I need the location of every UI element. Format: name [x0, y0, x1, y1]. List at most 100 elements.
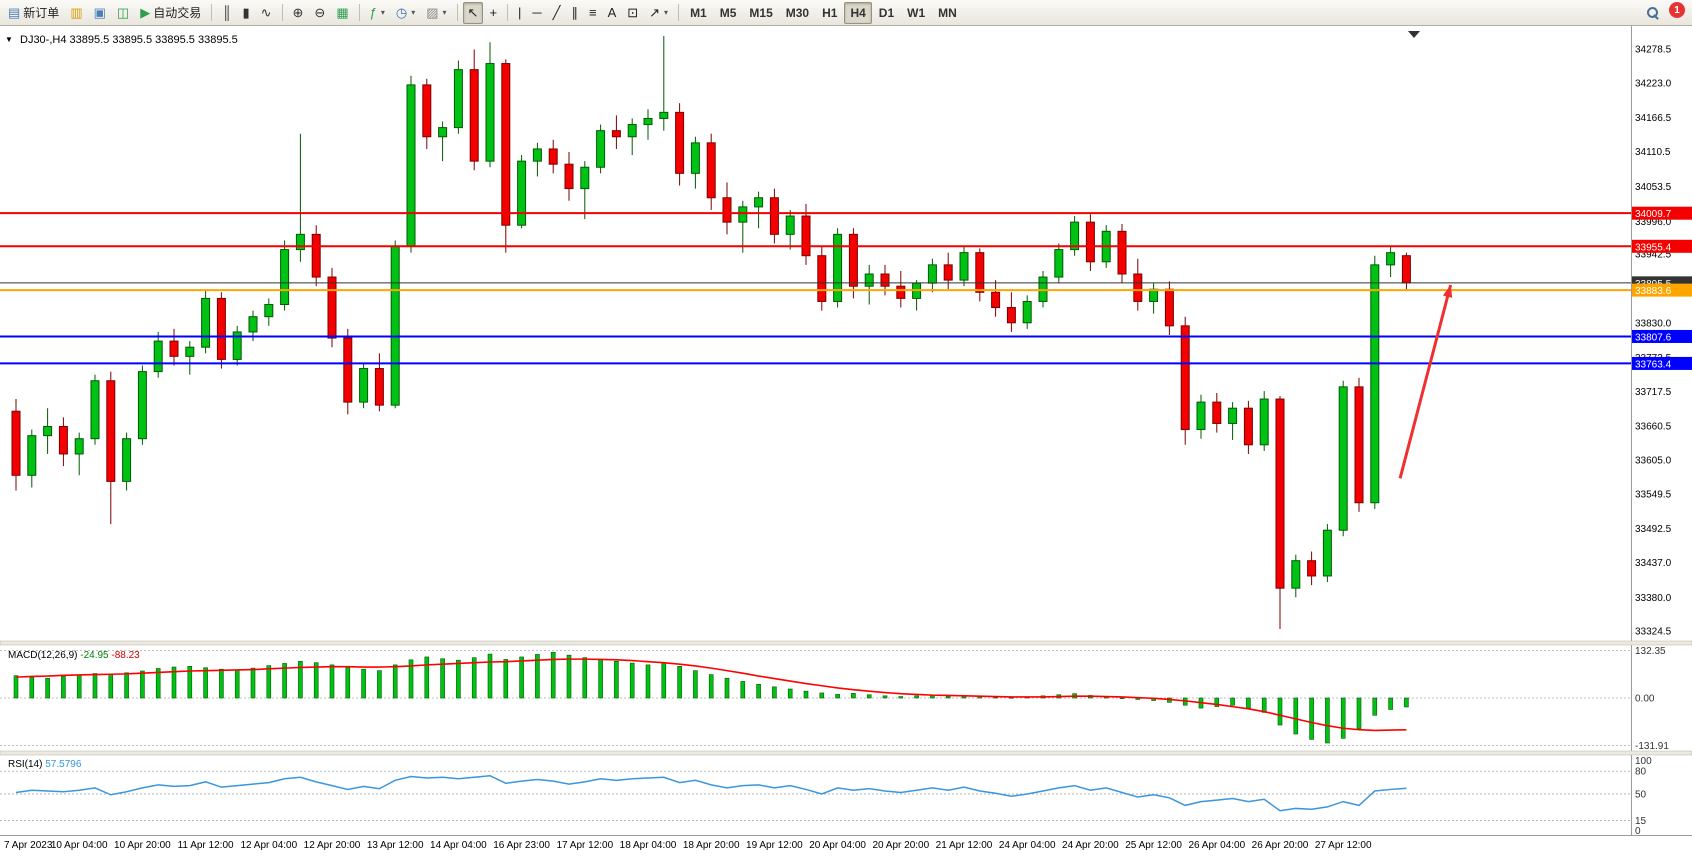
macd-label: MACD(12,26,9) -24.95 -88.23 [8, 650, 140, 661]
macd-axis-label: -131.91 [1635, 741, 1669, 752]
text-button[interactable]: A [603, 2, 622, 24]
candle [327, 267, 337, 348]
periods-button[interactable]: ◷ ▾ [391, 2, 420, 24]
arrows-button[interactable]: ↗ ▾ [644, 2, 673, 24]
vertical-line-button[interactable]: | [513, 2, 526, 24]
panel-separator[interactable] [0, 640, 1692, 646]
new-order-button[interactable]: ▤ 新订单 [3, 2, 64, 24]
time-tick-label: 7 Apr 2023 [4, 840, 53, 851]
time-tick-label: 16 Apr 23:00 [493, 840, 550, 851]
time-tick-label: 10 Apr 20:00 [114, 840, 171, 851]
price-tick-label: 33549.5 [1635, 489, 1672, 500]
rsi-line [15, 774, 1407, 812]
candle [422, 78, 432, 149]
macd-histogram [13, 651, 1409, 744]
time-tick-label: 26 Apr 04:00 [1188, 840, 1245, 851]
timeframe-m15-button[interactable]: M15 [743, 2, 778, 24]
indicators-button[interactable]: ƒ ▾ [365, 2, 390, 24]
horizontal-line-33955.4[interactable]: 33955.4 [0, 239, 1692, 254]
text-label-button[interactable]: ⊡ [622, 2, 643, 24]
timeframe-m5-button[interactable]: M5 [714, 2, 743, 24]
price-tick-label: 33660.5 [1635, 422, 1672, 433]
trend-arrow-annotation[interactable] [1398, 284, 1453, 479]
time-tick-label: 26 Apr 20:00 [1252, 840, 1309, 851]
channel-button[interactable]: ∥ [566, 2, 583, 24]
price-label-box [1632, 206, 1692, 220]
candle [343, 328, 353, 415]
timeframe-m1-button[interactable]: M1 [684, 2, 713, 24]
price-tick-label: 34223.0 [1635, 79, 1672, 90]
search-button[interactable] [1641, 2, 1664, 24]
candle [611, 115, 621, 149]
timeframe-w1-button[interactable]: W1 [901, 2, 931, 24]
timeframe-mn-button[interactable]: MN [932, 2, 963, 24]
panel-separator[interactable] [0, 750, 1692, 756]
candle [453, 60, 463, 134]
zoom-out-icon: ⊖ [314, 5, 326, 20]
candle [1054, 243, 1064, 284]
trendline-button[interactable]: ╱ [548, 2, 566, 24]
price-tick-label: 34278.5 [1635, 45, 1672, 56]
candle [532, 142, 542, 177]
candle [406, 75, 416, 253]
toolbar-separator [678, 4, 680, 21]
timeframe-h1-button-label: H1 [822, 5, 838, 20]
magnifier-icon [1646, 6, 1659, 19]
fibonacci-button[interactable]: ≡ [584, 2, 602, 24]
autotrading-button[interactable]: ▶ 自动交易 [135, 2, 206, 24]
candle [817, 246, 827, 311]
horizontal-line-34009.7[interactable]: 34009.7 [0, 206, 1692, 221]
templates-button[interactable]: ▨ ▾ [421, 2, 451, 24]
candle [754, 191, 764, 229]
rsi-label: RSI(14) 57.5796 [8, 759, 82, 770]
candle [74, 432, 84, 476]
zoom-out-button[interactable]: ⊖ [309, 2, 330, 24]
candle [90, 374, 100, 445]
chart-shift-marker[interactable] [1408, 31, 1420, 38]
chevron-down-icon: ▾ [442, 8, 447, 17]
candle [785, 209, 795, 250]
candlestick-button[interactable]: ▮ [237, 2, 254, 24]
notification-badge[interactable]: 1 [1669, 2, 1685, 18]
collapse-arrow-icon[interactable]: ▼ [5, 35, 13, 44]
bar-chart-button[interactable]: ║ [217, 2, 236, 24]
fibonacci-icon: ≡ [588, 5, 597, 20]
line-chart-button[interactable]: ∿ [256, 2, 277, 24]
timeframe-h4-button[interactable]: H4 [844, 1, 872, 24]
cursor-button[interactable]: ↖ [462, 1, 484, 24]
time-tick-label: 18 Apr 04:00 [620, 840, 677, 851]
zoom-in-icon: ⊕ [292, 5, 304, 20]
template-icon: ▨ [426, 5, 439, 20]
new-chart-button[interactable]: ▥ [65, 2, 87, 24]
market-watch-button[interactable]: ▣ [89, 2, 111, 24]
pointer-icon: ↖ [467, 5, 479, 20]
time-tick-label: 10 Apr 04:00 [51, 840, 108, 851]
horizontal-line-33883.6[interactable]: 33883.6 [0, 283, 1692, 298]
candle [1291, 554, 1301, 598]
crosshair-button[interactable]: + [484, 2, 502, 24]
horizontal-line-33807.6[interactable]: 33807.6 [0, 329, 1692, 344]
zoom-in-button[interactable]: ⊕ [288, 2, 309, 24]
timeframe-m30-button[interactable]: M30 [780, 2, 815, 24]
horizontal-line-button[interactable]: ─ [527, 2, 546, 24]
timeframe-h4-button-label: H4 [850, 5, 866, 20]
navigator-button[interactable]: ◫ [112, 2, 134, 24]
price-label-box [1632, 283, 1692, 297]
candlestick-icon: ▮ [242, 5, 250, 20]
rsi-axis-label: 50 [1635, 790, 1647, 801]
timeframe-h1-button[interactable]: H1 [816, 2, 843, 24]
horizontal-line-33763.4[interactable]: 33763.4 [0, 356, 1692, 371]
candle [659, 36, 669, 131]
candle [1243, 400, 1253, 454]
navigator-icon: ◫ [116, 5, 130, 20]
price-tick-label: 33380.0 [1635, 593, 1672, 604]
timeframe-d1-button[interactable]: D1 [873, 2, 900, 24]
tile-windows-button[interactable]: ▦ [331, 2, 353, 24]
candle [864, 264, 874, 305]
candle [264, 298, 274, 326]
candle [1338, 380, 1348, 537]
candle [1180, 316, 1190, 445]
trendline-icon: ╱ [552, 5, 561, 20]
